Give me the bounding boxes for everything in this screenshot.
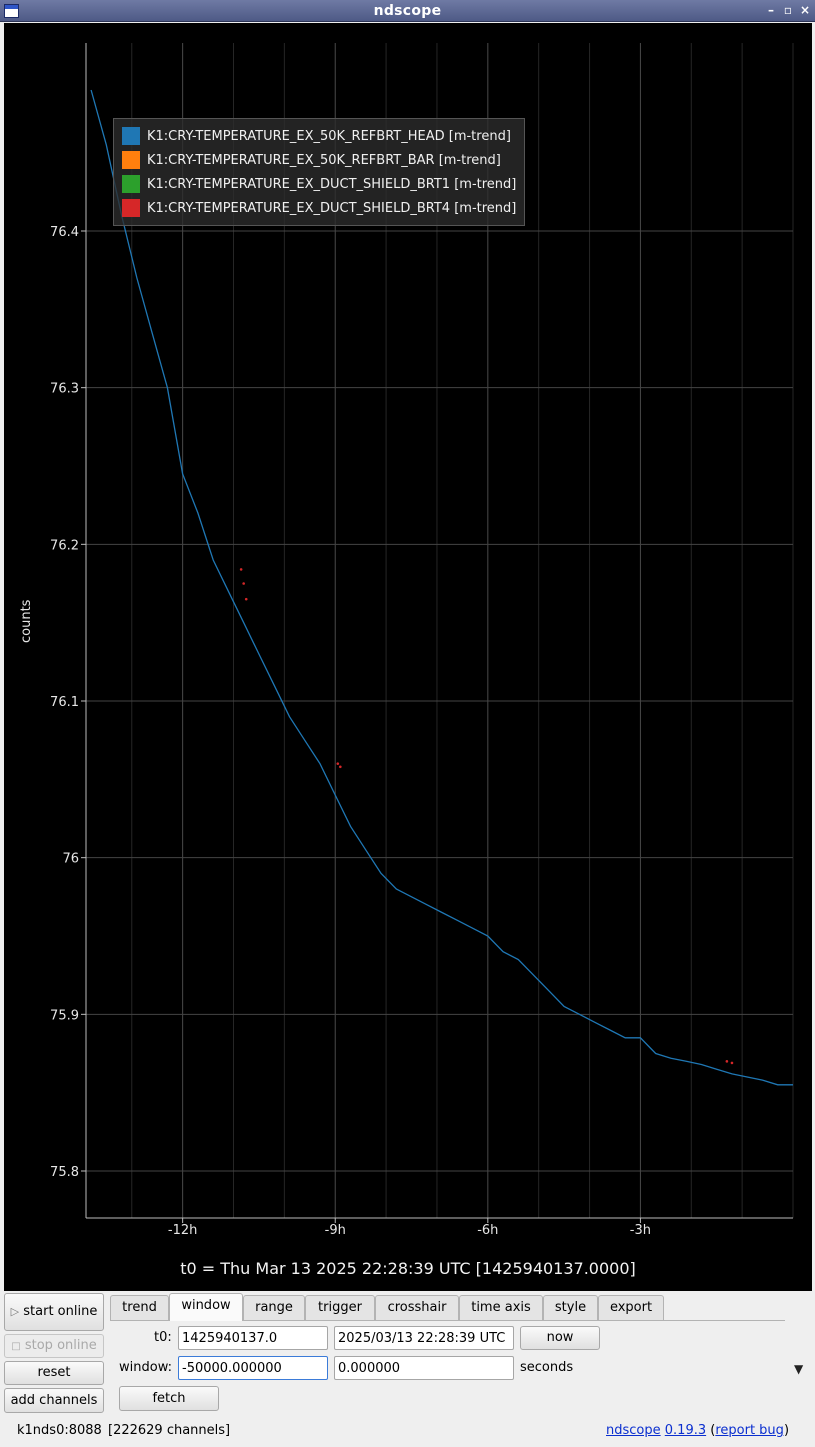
- legend-item: K1:CRY-TEMPERATURE_EX_DUCT_SHIELD_BRT4 […: [122, 197, 516, 219]
- legend-label: K1:CRY-TEMPERATURE_EX_50K_REFBRT_BAR [m-…: [147, 152, 501, 168]
- tab-divider: [110, 1320, 785, 1321]
- data-point: [339, 765, 342, 769]
- data-point: [244, 597, 248, 601]
- title-bar: ndscope – ▫ ×: [0, 0, 815, 22]
- reset-button[interactable]: reset: [4, 1361, 104, 1385]
- x-tick-label: -3h: [630, 1223, 651, 1238]
- channel-count: [222629 channels]: [108, 1423, 231, 1438]
- y-tick-label: 76.4: [50, 225, 79, 240]
- t0-utc-input[interactable]: [334, 1326, 514, 1350]
- tab-trend[interactable]: trend: [110, 1295, 169, 1320]
- data-point: [725, 1060, 729, 1063]
- legend-item: K1:CRY-TEMPERATURE_EX_DUCT_SHIELD_BRT1 […: [122, 173, 516, 195]
- status-links: ndscope 0.19.3 (report bug): [606, 1423, 789, 1438]
- tab-export[interactable]: export: [598, 1295, 664, 1320]
- data-point: [336, 762, 340, 765]
- stop-online-button[interactable]: □ stop online: [4, 1334, 104, 1358]
- paren-close: ): [783, 1423, 790, 1438]
- legend-item: K1:CRY-TEMPERATURE_EX_50K_REFBRT_HEAD [m…: [122, 125, 511, 147]
- y-tick-label: 75.8: [50, 1165, 79, 1180]
- legend-swatch: [122, 151, 140, 169]
- version-link[interactable]: 0.19.3: [664, 1423, 707, 1438]
- window-end-input[interactable]: [334, 1356, 514, 1380]
- add-channels-button[interactable]: add channels: [4, 1388, 104, 1413]
- t0-label: t0:: [154, 1330, 172, 1345]
- legend-label: K1:CRY-TEMPERATURE_EX_DUCT_SHIELD_BRT4 […: [147, 200, 517, 216]
- y-axis-label: counts: [19, 599, 34, 643]
- start-online-label: start online: [23, 1304, 98, 1319]
- collapse-arrow-icon[interactable]: ▼: [794, 1362, 804, 1376]
- paren-open: (: [710, 1423, 716, 1438]
- close-icon[interactable]: ×: [799, 3, 811, 17]
- seconds-label: seconds: [520, 1360, 574, 1375]
- tab-range[interactable]: range: [243, 1295, 305, 1320]
- tab-window[interactable]: window: [169, 1293, 243, 1321]
- x-tick-label: -6h: [477, 1223, 498, 1238]
- data-point: [239, 568, 243, 571]
- tab-crosshair[interactable]: crosshair: [375, 1295, 459, 1320]
- plot-area[interactable]: 75.8 75.9 76 76.1 76.2 76.3 76.4 -12h -9h -6h -3h …: [4, 23, 812, 1291]
- y-tick-label: 76.3: [50, 382, 79, 397]
- app-window-icon[interactable]: [4, 4, 19, 18]
- legend-swatch: [122, 199, 140, 217]
- t0-gps-input[interactable]: [178, 1326, 328, 1350]
- t0-caption: t0 = Thu Mar 13 2025 22:28:39 UTC [14259…: [180, 1259, 636, 1278]
- legend-label: K1:CRY-TEMPERATURE_EX_50K_REFBRT_HEAD [m…: [147, 128, 511, 144]
- fetch-button[interactable]: fetch: [119, 1386, 219, 1411]
- y-tick-label: 75.9: [50, 1008, 79, 1023]
- report-bug-link[interactable]: report bug: [715, 1423, 784, 1438]
- legend-swatch: [122, 127, 140, 145]
- minimize-icon[interactable]: –: [768, 3, 774, 17]
- stop-online-label: stop online: [24, 1338, 97, 1353]
- x-tick-label: -12h: [168, 1223, 197, 1238]
- plot-legend: K1:CRY-TEMPERATURE_EX_50K_REFBRT_HEAD [m…: [113, 118, 525, 226]
- maximize-icon[interactable]: ▫: [783, 3, 793, 17]
- stop-icon: □: [11, 1341, 21, 1352]
- start-online-button[interactable]: ▷ start online: [4, 1293, 104, 1331]
- data-point: [730, 1061, 734, 1065]
- server-status: k1nds0:8088: [17, 1423, 102, 1438]
- tab-time-axis[interactable]: time axis: [459, 1295, 543, 1320]
- y-tick-label: 76: [62, 852, 79, 867]
- legend-item: K1:CRY-TEMPERATURE_EX_50K_REFBRT_BAR [m-…: [122, 149, 501, 171]
- legend-label: K1:CRY-TEMPERATURE_EX_DUCT_SHIELD_BRT1 […: [147, 176, 517, 192]
- tab-style[interactable]: style: [543, 1295, 598, 1320]
- window-start-input[interactable]: [178, 1356, 328, 1380]
- series-line: [90, 89, 793, 1086]
- tab-trigger[interactable]: trigger: [305, 1295, 375, 1320]
- y-tick-label: 76.1: [50, 695, 79, 710]
- legend-swatch: [122, 175, 140, 193]
- x-tick-label: -9h: [325, 1223, 346, 1238]
- trend-plot[interactable]: 75.8 75.9 76 76.1 76.2 76.3 76.4 -12h -9h -6h -3h: [4, 23, 812, 1291]
- play-icon: ▷: [10, 1305, 20, 1318]
- y-tick-label: 76.2: [50, 538, 79, 553]
- window-title: ndscope: [373, 3, 442, 19]
- data-point: [242, 582, 245, 585]
- now-button[interactable]: now: [520, 1326, 600, 1350]
- ndscope-link[interactable]: ndscope: [606, 1423, 661, 1438]
- window-label: window:: [119, 1360, 172, 1375]
